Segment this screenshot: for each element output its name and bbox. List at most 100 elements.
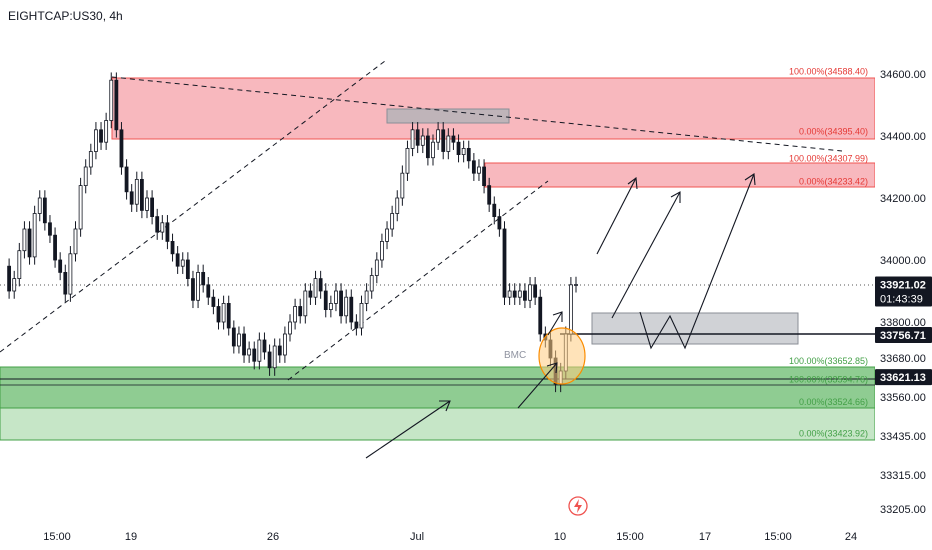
candle-up bbox=[303, 290, 308, 317]
candle-down bbox=[349, 296, 354, 323]
candle-up bbox=[109, 79, 114, 121]
candle-down bbox=[170, 240, 175, 255]
candle-up bbox=[32, 213, 37, 258]
candle-down bbox=[211, 296, 216, 307]
candle-down bbox=[165, 222, 170, 242]
candle-up bbox=[420, 135, 425, 146]
candle-down bbox=[538, 296, 543, 335]
candle-up bbox=[446, 135, 451, 152]
candle-up bbox=[374, 259, 379, 276]
fib-level-label: 100.00%(34307.99) bbox=[789, 154, 868, 164]
candles-group bbox=[7, 72, 578, 393]
candle-up bbox=[68, 253, 73, 295]
candle-down bbox=[451, 135, 456, 143]
fib-level-label: 0.00%(33423.92) bbox=[799, 429, 868, 439]
candle-down bbox=[339, 290, 343, 317]
candle-up bbox=[364, 290, 369, 304]
fib-level-label: 0.00%(34395.40) bbox=[799, 126, 868, 136]
candle-down bbox=[231, 327, 236, 347]
candle-down bbox=[252, 348, 257, 362]
candle-up bbox=[247, 348, 252, 356]
candle-down bbox=[523, 290, 527, 301]
candle-up bbox=[344, 296, 349, 317]
candle-up bbox=[221, 302, 226, 323]
candle-up bbox=[22, 228, 27, 252]
candle-down bbox=[308, 290, 313, 298]
candle-up bbox=[431, 141, 435, 159]
candle-up bbox=[73, 228, 78, 255]
candle-up bbox=[88, 151, 93, 168]
candle-down bbox=[471, 160, 476, 174]
candle-up bbox=[257, 339, 262, 362]
candle-down bbox=[155, 216, 160, 233]
price-tick-label: 34200.00 bbox=[880, 193, 926, 205]
price-badge-label: 33921.02 bbox=[880, 279, 926, 291]
candle-up bbox=[517, 290, 522, 298]
candle-down bbox=[354, 321, 359, 329]
candle-down bbox=[262, 339, 267, 353]
candle-up bbox=[461, 147, 466, 155]
candle-up bbox=[574, 284, 578, 286]
projection-arrows bbox=[365, 173, 756, 459]
candle-down bbox=[124, 166, 129, 193]
candle-up bbox=[145, 197, 149, 211]
candle-up bbox=[17, 250, 22, 279]
price-axis-ticks: 34600.00 34400.00 34200.00 34000.00 33800.00… bbox=[880, 69, 926, 516]
flash-icon[interactable] bbox=[568, 496, 588, 516]
chart-symbol-title: EIGHTCAP:US30, 4h bbox=[8, 9, 123, 23]
price-tick-label: 34000.00 bbox=[880, 255, 926, 267]
price-tick-label: 33680.00 bbox=[880, 353, 926, 365]
time-tick-label: 17 bbox=[699, 531, 711, 543]
candle-up bbox=[385, 228, 389, 242]
candle-down bbox=[129, 191, 134, 205]
candle-down bbox=[492, 203, 497, 217]
candle-up bbox=[390, 213, 395, 230]
time-tick-label: 10 bbox=[554, 531, 566, 543]
supply-zone-top bbox=[111, 77, 876, 140]
price-badges: 33921.02 01:43:39 33756.71 33621.13 bbox=[875, 276, 932, 386]
candle-up bbox=[359, 302, 364, 329]
candle-up bbox=[12, 278, 17, 292]
price-badge bbox=[875, 276, 932, 307]
candle-down bbox=[502, 228, 507, 298]
fib-level-label: 100.00%(34588.40) bbox=[789, 67, 868, 77]
candle-down bbox=[7, 265, 12, 292]
consolidation-box-right bbox=[591, 312, 799, 345]
candle-up bbox=[160, 222, 165, 233]
price-tick-label: 34400.00 bbox=[880, 131, 926, 143]
bmc-annotation: BMC bbox=[504, 350, 526, 361]
candle-down bbox=[482, 166, 486, 187]
candle-down bbox=[201, 271, 206, 286]
candle-down bbox=[425, 135, 430, 159]
candle-down bbox=[318, 278, 323, 292]
fib-level-label: 100.00%(33594.76) bbox=[789, 375, 868, 385]
candle-down bbox=[150, 197, 155, 218]
candle-down bbox=[267, 351, 272, 369]
candle-up bbox=[134, 178, 139, 205]
candle-up bbox=[568, 284, 573, 335]
candle-down bbox=[323, 290, 328, 311]
candle-down bbox=[415, 129, 420, 146]
candle-up bbox=[37, 197, 42, 214]
channel-lower-dashed bbox=[287, 180, 549, 381]
candle-up bbox=[410, 129, 415, 149]
candle-down bbox=[53, 234, 57, 261]
candle-up bbox=[288, 321, 292, 335]
time-tick-label: 24 bbox=[845, 531, 857, 543]
candle-down bbox=[512, 290, 517, 298]
candle-down bbox=[277, 345, 282, 356]
candle-up bbox=[196, 271, 200, 301]
candle-down bbox=[63, 271, 68, 295]
candle-down bbox=[206, 284, 211, 298]
price-axis[interactable] bbox=[875, 0, 932, 550]
candle-down bbox=[466, 147, 471, 162]
candle-down bbox=[119, 129, 124, 168]
candle-down bbox=[114, 79, 119, 131]
candle-up bbox=[83, 166, 88, 187]
candle-up bbox=[313, 278, 318, 298]
candle-down bbox=[48, 222, 52, 236]
price-badge-label: 33621.13 bbox=[880, 372, 926, 384]
time-tick-label: 26 bbox=[267, 531, 279, 543]
demand-zone-lower bbox=[0, 407, 876, 441]
